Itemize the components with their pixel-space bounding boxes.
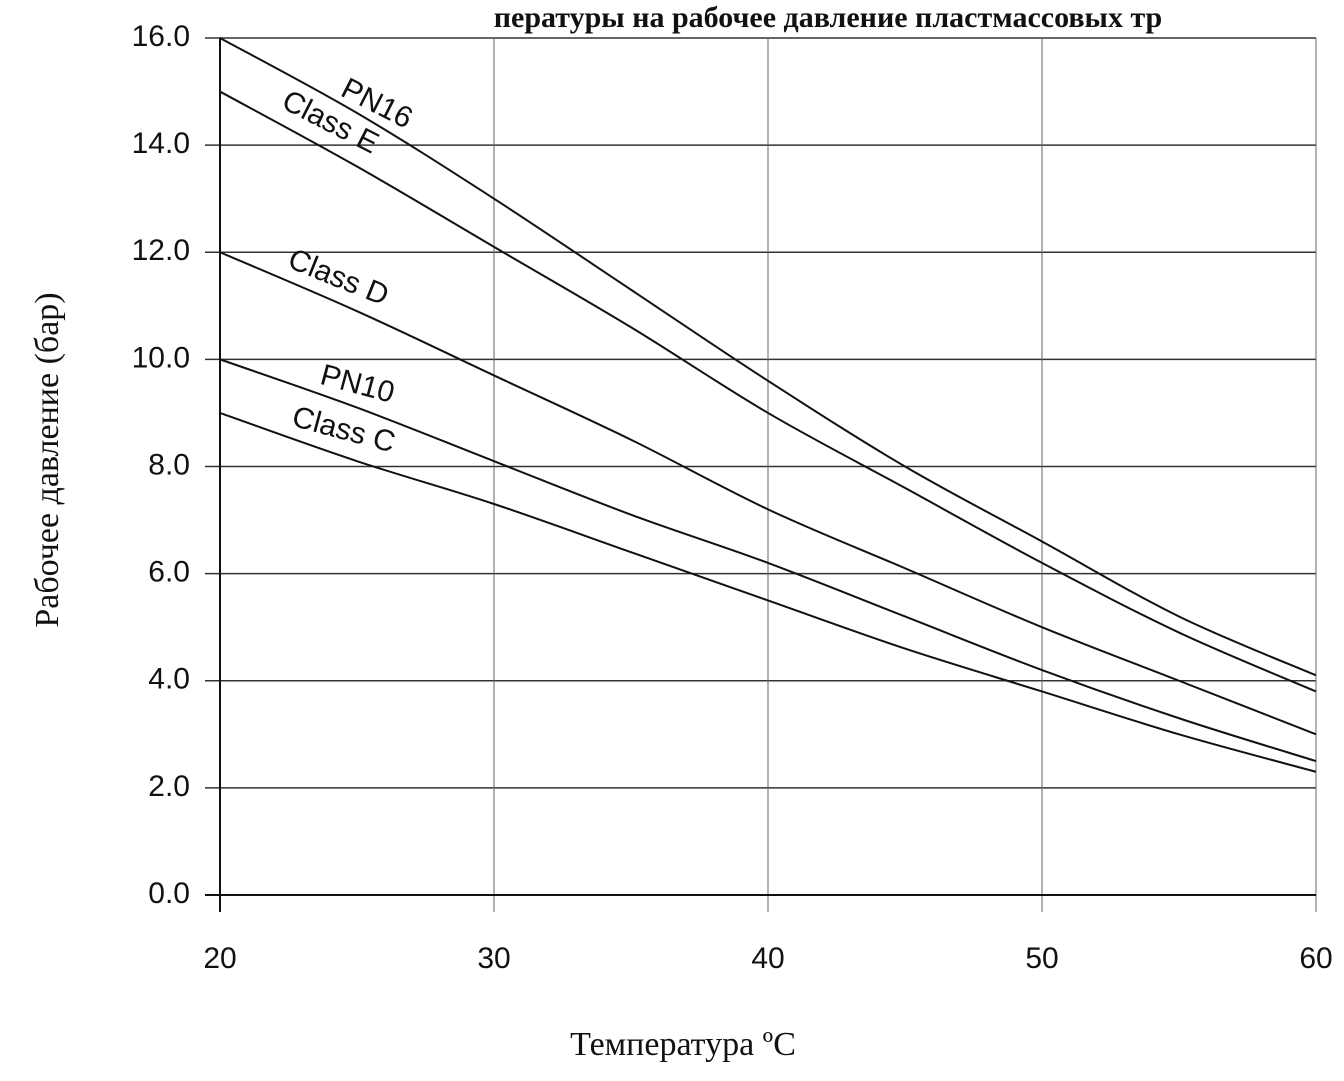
series-label: PN10 xyxy=(317,358,398,409)
y-tick-label: 2.0 xyxy=(148,770,190,803)
y-tick-label: 4.0 xyxy=(148,663,190,696)
y-axis-title: Рабочее давление (бар) xyxy=(29,292,66,627)
x-tick-label: 30 xyxy=(477,942,510,975)
y-tick-label: 8.0 xyxy=(148,448,190,481)
series-line xyxy=(219,411,1317,773)
series-label: Class C xyxy=(289,400,399,459)
x-tick-label: 20 xyxy=(203,942,236,975)
x-tick-label: 60 xyxy=(1299,942,1332,975)
grid xyxy=(205,37,1317,912)
x-tick-label: 40 xyxy=(751,942,784,975)
y-tick-label: 12.0 xyxy=(132,234,190,267)
series-line xyxy=(219,90,1317,693)
series-line xyxy=(219,251,1317,736)
y-tick-label: 16.0 xyxy=(132,20,190,53)
y-tick-label: 6.0 xyxy=(148,556,190,589)
series-line xyxy=(219,358,1317,763)
chart-title: пературы на рабочее давление пластмассов… xyxy=(494,1,1163,34)
series-group xyxy=(219,37,1317,773)
y-tick-label: 0.0 xyxy=(148,877,190,910)
y-tick-label: 10.0 xyxy=(132,341,190,374)
series-line xyxy=(219,37,1317,677)
axes: 0.0 2.0 4.0 6.0 8.0 10.0 12.0 14.0 16.0 20 30 40 50 6… xyxy=(132,20,1333,975)
y-tick-label: 14.0 xyxy=(132,127,190,160)
x-tick-label: 50 xyxy=(1025,942,1058,975)
x-axis-title: Температура ºC xyxy=(570,1026,796,1063)
